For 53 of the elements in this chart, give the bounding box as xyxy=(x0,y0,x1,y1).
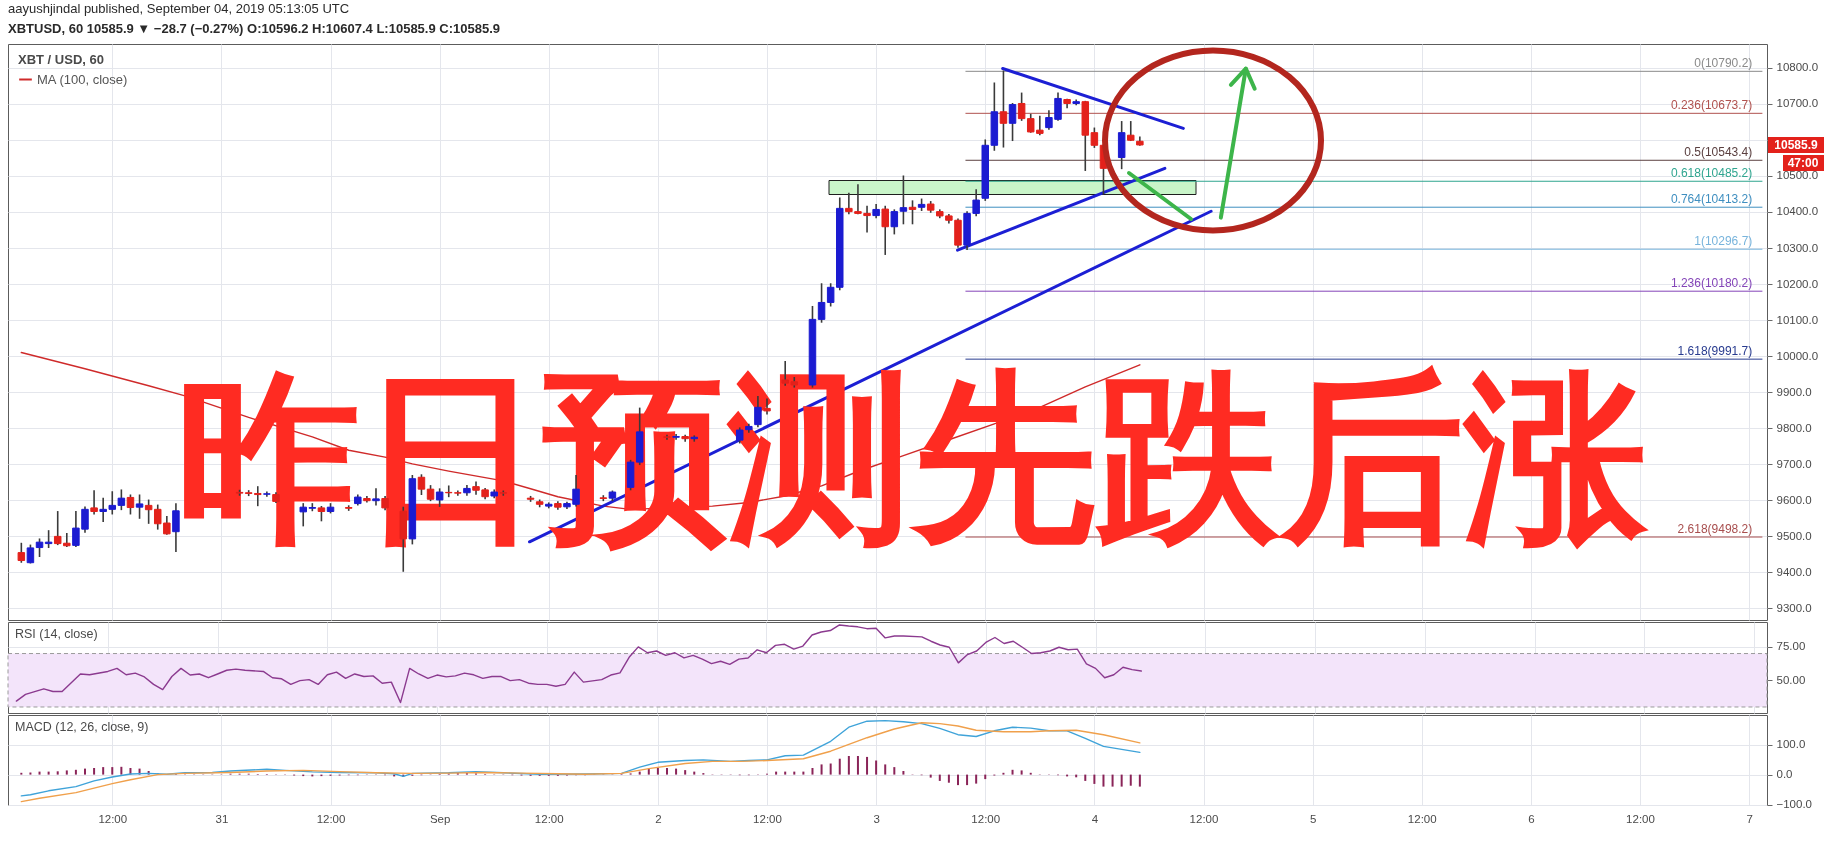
y-tick-label: 10400.0 xyxy=(1776,205,1819,218)
chart-subtitle: XBTUSD, 60 10585.9 ▼ −28.7 (−0.27%) O:10596.2 H:10607.4 L:10585.9 C:10585.9 xyxy=(8,21,501,36)
x-tick-label: 12:00 xyxy=(98,812,128,825)
y-tick-label: 9600.0 xyxy=(1776,493,1812,506)
annotation: 1.236(10180.2) xyxy=(1670,276,1753,291)
x-tick-label: 6 xyxy=(1528,812,1535,825)
chart-title: RSI (14, close) xyxy=(15,627,98,641)
y-tick-label: 100.0 xyxy=(1776,738,1806,751)
annotation: 0(10790.2) xyxy=(1694,56,1753,71)
y-tick-label: 10800.0 xyxy=(1776,61,1819,74)
x-tick-label: 5 xyxy=(1309,812,1317,825)
y-tick-label: 75.00 xyxy=(1776,640,1806,653)
annotation: 1.618(9991.7) xyxy=(1677,344,1753,359)
x-tick-label: 12:00 xyxy=(1626,812,1655,825)
x-tick-label: Sep xyxy=(429,812,451,825)
x-tick-label: 7 xyxy=(1746,812,1753,825)
legend-title: XBT / USD, 60 xyxy=(18,52,104,67)
text: 47:00 xyxy=(1787,155,1819,170)
y-tick-label: 10100.0 xyxy=(1776,313,1819,326)
chart-title: MACD (12, 26, close, 9) xyxy=(15,720,149,734)
x-tick-label: 3 xyxy=(873,812,880,825)
x-tick-label: 12:00 xyxy=(1189,812,1219,825)
x-tick-label: 12:00 xyxy=(534,812,564,825)
y-tick-label: 9800.0 xyxy=(1776,421,1812,434)
y-tick-label: 9300.0 xyxy=(1776,601,1812,614)
x-tick-label: 12:00 xyxy=(971,812,1001,825)
annotation: 0.764(10413.2) xyxy=(1670,192,1753,207)
chart-title: aayushjindal published, September 04, 2019 05:13:05 UTC xyxy=(8,1,350,16)
y-tick-label: 9500.0 xyxy=(1776,529,1812,542)
y-tick-label: 10700.0 xyxy=(1776,97,1819,110)
y-tick-label: 50.00 xyxy=(1776,673,1806,686)
x-tick-label: 12:00 xyxy=(753,812,782,825)
x-tick-label: 12:00 xyxy=(1407,812,1437,825)
y-tick-label: 9900.0 xyxy=(1776,385,1812,398)
y-tick-label: 10300.0 xyxy=(1776,241,1819,254)
x-tick-label: 31 xyxy=(215,812,229,825)
y-tick-label: 10500.0 xyxy=(1776,169,1819,182)
y-tick-label: 10000.0 xyxy=(1776,349,1819,362)
annotation: 2.618(9498.2) xyxy=(1677,522,1753,537)
annotation: 0.618(10485.2) xyxy=(1670,166,1753,181)
y-tick-label: 10200.0 xyxy=(1776,277,1819,290)
x-tick-label: 4 xyxy=(1091,812,1099,825)
x-tick-label: 2 xyxy=(655,812,662,825)
y-tick-label: 0.0 xyxy=(1776,768,1793,781)
annotation: 1(10296.7) xyxy=(1694,234,1753,249)
y-tick-label: −100.0 xyxy=(1776,798,1812,811)
y-tick-label: 9400.0 xyxy=(1776,565,1812,578)
y-tick-label: 9700.0 xyxy=(1776,457,1812,470)
legend-label: MA (100, close) xyxy=(37,71,128,87)
annotation: 0.5(10543.4) xyxy=(1684,145,1753,160)
text: 10585.9 xyxy=(1774,137,1819,152)
annotation: 0.236(10673.7) xyxy=(1670,98,1753,113)
x-tick-label: 12:00 xyxy=(316,812,346,825)
